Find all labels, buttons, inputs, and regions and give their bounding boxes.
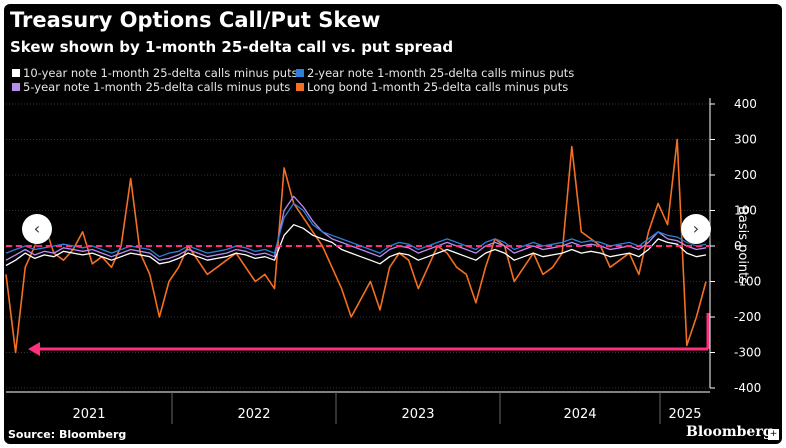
legend-swatch	[296, 69, 304, 77]
y-tick-label: 100	[734, 204, 757, 218]
x-tick-label: 2025	[668, 407, 701, 422]
plot-area: 400 300 200 100 0 -100 -200 -300 -400 2021 2022 202…	[5, 97, 761, 424]
x-tick-label: 2023	[401, 407, 434, 422]
chart-title: Treasury Options Call/Put Skew	[10, 8, 381, 32]
plus-icon[interactable]: +	[768, 429, 779, 440]
source-note: Source: Bloomberg	[8, 428, 127, 441]
legend-item-5y: 5-year note 1-month 25-delta calls minus…	[12, 80, 290, 94]
chart-card: Treasury Options Call/Put Skew Skew show…	[4, 4, 782, 444]
legend-swatch	[296, 83, 304, 91]
y-tick-label: 200	[734, 168, 757, 182]
arrow-head	[28, 341, 40, 356]
legend-item-2y: 2-year note 1-month 25-delta calls minus…	[296, 66, 574, 80]
legend-swatch	[12, 69, 20, 77]
series-line	[5, 138, 707, 354]
legend: 10-year note 1-month 25-delta calls minu…	[12, 66, 632, 96]
x-tick-label: 2024	[563, 407, 596, 422]
next-arrow-button[interactable]: ›	[681, 214, 711, 244]
x-tick-label: 2021	[72, 407, 105, 422]
series-line	[5, 195, 707, 261]
series-line	[5, 202, 707, 258]
y-tick-label: 300	[734, 133, 757, 147]
bloomberg-logo: Bloomberg	[686, 424, 773, 440]
y-tick-label: -400	[734, 381, 761, 395]
legend-swatch	[12, 83, 20, 91]
chart-subtitle: Skew shown by 1-month 25-delta call vs. …	[10, 38, 454, 56]
legend-label: 2-year note 1-month 25-delta calls minus…	[307, 66, 575, 80]
series-line	[5, 224, 707, 267]
y-tick-label: 0	[734, 239, 742, 253]
x-tick-label: 2022	[237, 407, 270, 422]
legend-item-long-bond: Long bond 1-month 25-delta calls minus p…	[296, 80, 568, 94]
y-tick-label: -200	[734, 310, 761, 324]
y-tick-label: -100	[734, 275, 761, 289]
y-tick-label: 400	[734, 97, 757, 111]
legend-label: 5-year note 1-month 25-delta calls minus…	[23, 80, 291, 94]
legend-item-10y: 10-year note 1-month 25-delta calls minu…	[12, 66, 298, 80]
legend-label: Long bond 1-month 25-delta calls minus p…	[307, 80, 569, 94]
legend-label: 10-year note 1-month 25-delta calls minu…	[23, 66, 298, 80]
y-tick-label: -300	[734, 346, 761, 360]
y-axis-label: Basis points	[735, 205, 750, 285]
prev-arrow-button[interactable]: ‹	[22, 214, 52, 244]
